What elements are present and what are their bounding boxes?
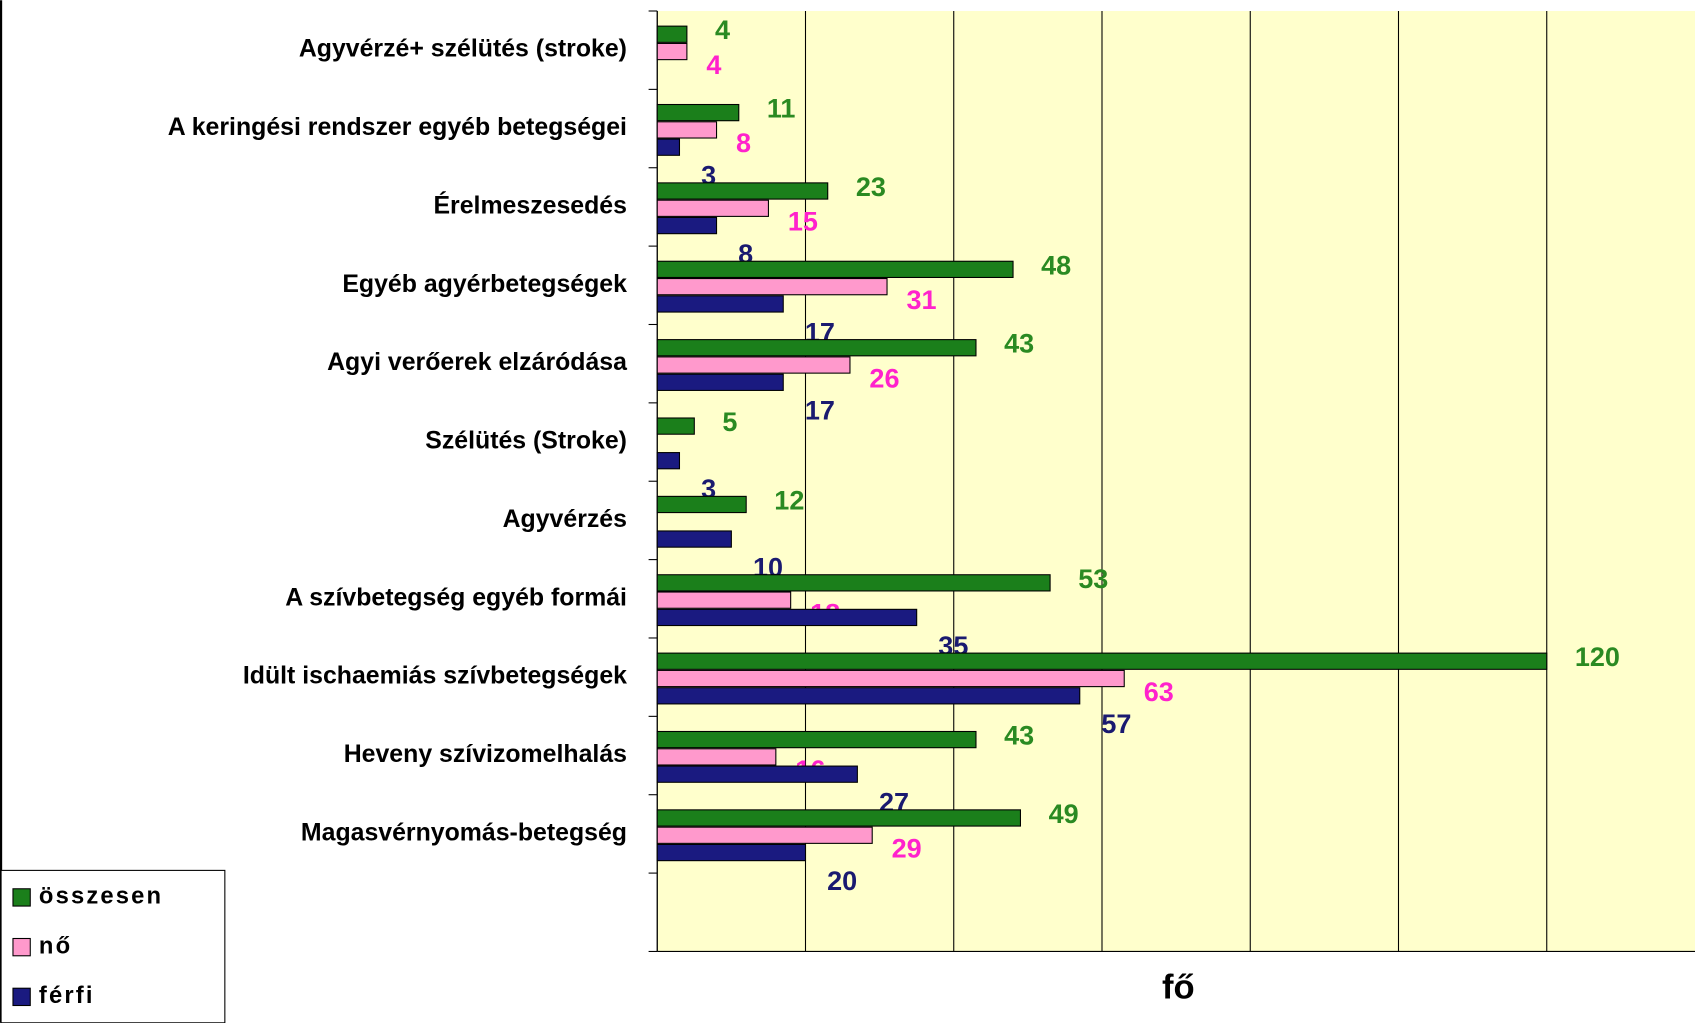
bar: [656, 809, 1021, 827]
bar: [656, 25, 688, 43]
category-label: Egyéb agyérbetegségek: [342, 270, 627, 298]
legend-swatch: [12, 937, 31, 957]
category-label: Agyi verőerek elzáródása: [327, 348, 627, 376]
legend-swatch: [12, 987, 31, 1007]
legend-box: [0, 869, 226, 1023]
bar: [656, 356, 851, 374]
category-label: Agyvérzé+ szélütés (stroke): [299, 35, 627, 63]
value-label: 4: [706, 50, 721, 80]
value-label: 57: [1101, 709, 1131, 739]
value-label: 63: [1144, 677, 1174, 707]
value-label: 15: [788, 207, 818, 237]
value-label: 23: [856, 172, 886, 202]
bar: [656, 687, 1081, 705]
x-axis-label: fő: [1162, 968, 1195, 1006]
legend-label: nő: [39, 932, 72, 959]
category-label: A szívbetegség egyéb formái: [285, 583, 627, 611]
category-label: Agyvérzés: [503, 505, 627, 533]
bar: [656, 42, 688, 61]
bar: [656, 591, 792, 609]
category-label: Heveny szívizomelhalás: [344, 740, 627, 768]
value-label: 31: [906, 285, 936, 315]
bar: [656, 730, 977, 749]
bar: [656, 452, 681, 470]
bar: [656, 216, 718, 235]
value-label: 11: [767, 94, 796, 124]
value-label: 20: [827, 866, 857, 896]
bar: [656, 748, 777, 766]
bar: [656, 103, 740, 122]
legend-label: férfi: [39, 982, 95, 1009]
bar: [656, 843, 807, 862]
category-label: Idült ischaemiás szívbetegségek: [243, 662, 627, 690]
value-label: 120: [1575, 642, 1620, 672]
plot-area: [657, 10, 1695, 952]
value-label: 5: [722, 407, 737, 437]
value-label: 49: [1049, 799, 1079, 829]
bar: [656, 138, 681, 156]
value-label: 26: [869, 363, 899, 393]
value-label: 43: [1004, 721, 1034, 751]
category-label: Szélütés (Stroke): [425, 427, 627, 455]
legend-label: összesen: [39, 883, 163, 910]
bar: [656, 199, 769, 217]
value-label: 53: [1078, 564, 1108, 594]
bar: [656, 608, 918, 627]
bar: [656, 339, 977, 357]
value-label: 17: [805, 396, 835, 426]
bar: [656, 495, 747, 514]
value-label: 12: [774, 485, 804, 515]
bar: [656, 826, 873, 844]
bar: [656, 530, 732, 548]
bar: [656, 182, 829, 200]
value-label: 29: [892, 834, 922, 864]
category-label: Magasvérnyomás-betegség: [301, 818, 627, 846]
category-label: A keringési rendszer egyéb betegségei: [168, 113, 627, 141]
bar: [656, 260, 1014, 279]
bar: [656, 373, 784, 391]
bar: [656, 121, 718, 139]
bar: [656, 652, 1548, 670]
bar: [656, 574, 1051, 592]
value-label: 4: [715, 15, 730, 45]
bar: [656, 417, 695, 435]
category-label: Érelmeszesedés: [433, 190, 627, 219]
legend-swatch: [12, 888, 31, 907]
value-label: 43: [1004, 329, 1034, 359]
bar: [656, 295, 784, 313]
bar: [656, 669, 1125, 688]
bar: [656, 278, 888, 296]
bar: [656, 765, 858, 783]
value-label: 48: [1041, 250, 1071, 280]
value-label: 8: [736, 128, 751, 158]
